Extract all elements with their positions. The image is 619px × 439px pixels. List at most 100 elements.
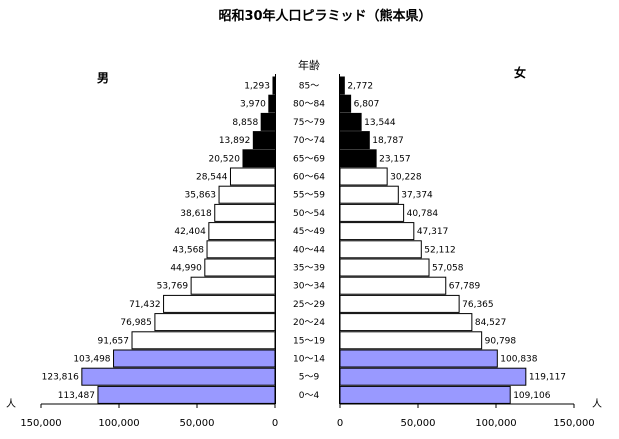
age-label: 50～54	[293, 209, 325, 219]
age-label: 80～84	[293, 100, 325, 110]
female-value-label: 109,106	[513, 391, 550, 401]
female-value-label: 52,112	[424, 245, 456, 255]
male-value-label: 3,970	[240, 100, 266, 110]
age-label: 20～24	[293, 318, 325, 328]
female-value-label: 18,787	[372, 136, 404, 146]
female-bar	[339, 185, 399, 204]
age-label: 25～29	[293, 300, 325, 310]
right-tick-label: 150,000	[553, 418, 594, 429]
male-value-label: 113,487	[58, 391, 95, 401]
female-bar	[339, 385, 511, 404]
male-bar	[268, 94, 276, 113]
right-tick-label: 0	[337, 418, 343, 429]
right-tick-label: 100,000	[475, 418, 516, 429]
female-bar	[339, 131, 370, 150]
female-bar	[339, 313, 473, 332]
age-label: 75～79	[293, 118, 325, 128]
age-label: 35～39	[293, 264, 325, 274]
age-label: 40～44	[293, 245, 325, 255]
age-label: 10～14	[293, 355, 325, 365]
left-tick-label: 0	[272, 418, 278, 429]
female-bar	[339, 149, 377, 168]
age-label: 15～19	[293, 336, 325, 346]
male-value-label: 8,858	[232, 118, 258, 128]
male-bar	[163, 294, 276, 313]
female-value-label: 23,157	[379, 154, 411, 164]
right-tick-label: 50,000	[401, 418, 436, 429]
female-bar	[339, 349, 498, 368]
male-value-label: 103,498	[73, 355, 110, 365]
male-bar	[242, 149, 276, 168]
chart-title: 昭和30年人口ピラミッド（熊本県）	[218, 8, 431, 24]
female-value-label: 119,117	[529, 373, 566, 383]
female-value-label: 37,374	[401, 191, 433, 201]
male-bar	[81, 367, 276, 386]
male-bar	[113, 349, 276, 368]
left-axis-unit: 人	[6, 398, 16, 410]
female-bar	[339, 112, 362, 131]
female-bar	[339, 294, 460, 313]
female-value-label: 2,772	[347, 82, 373, 92]
female-bar	[339, 276, 447, 295]
female-value-label: 40,784	[407, 209, 439, 219]
female-value-label: 57,058	[432, 264, 464, 274]
female-value-label: 76,365	[462, 300, 494, 310]
axes-group: 150,000 100,000 50,000 0 0 50,000 100,000 150,0…	[20, 74, 595, 429]
female-bar	[339, 222, 415, 241]
age-label: 85～	[299, 82, 319, 92]
male-bar	[260, 112, 276, 131]
age-label: 0～4	[299, 391, 320, 401]
right-axis-unit: 人	[592, 398, 602, 410]
female-bar	[339, 240, 422, 259]
male-value-label: 13,892	[219, 136, 251, 146]
male-bar	[229, 167, 276, 186]
female-value-label: 13,544	[364, 118, 396, 128]
left-tick-label: 50,000	[180, 418, 215, 429]
male-bar	[97, 385, 276, 404]
male-bar	[208, 222, 276, 241]
female-value-label: 30,228	[390, 173, 422, 183]
male-value-label: 20,520	[208, 154, 240, 164]
male-value-label: 28,544	[196, 173, 228, 183]
female-label: 女	[514, 65, 526, 80]
age-label: 5～9	[299, 373, 320, 383]
male-value-label: 35,863	[185, 191, 217, 201]
female-bar	[339, 258, 430, 277]
age-label: 60～64	[293, 173, 325, 183]
male-value-label: 71,432	[129, 300, 161, 310]
male-value-label: 42,404	[174, 227, 206, 237]
female-value-label: 100,838	[500, 355, 537, 365]
male-value-label: 1,293	[244, 82, 270, 92]
male-value-label: 123,816	[42, 373, 79, 383]
female-bar	[339, 331, 483, 350]
age-label: 30～34	[293, 282, 325, 292]
male-value-label: 76,985	[120, 318, 152, 328]
female-bar	[339, 367, 527, 386]
age-label: 70～74	[293, 136, 325, 146]
male-bar	[206, 240, 276, 259]
age-label: 65～69	[293, 154, 325, 164]
male-bar	[190, 276, 276, 295]
female-value-label: 90,798	[485, 336, 517, 346]
female-value-label: 47,317	[417, 227, 449, 237]
male-bar	[214, 203, 276, 222]
age-label: 45～49	[293, 227, 325, 237]
female-value-label: 84,527	[475, 318, 507, 328]
male-value-label: 38,618	[180, 209, 212, 219]
male-bar	[252, 131, 276, 150]
left-tick-label: 150,000	[20, 418, 61, 429]
female-bar	[339, 203, 405, 222]
male-bar	[154, 313, 276, 332]
male-value-label: 44,990	[170, 264, 202, 274]
bars-group: 85～ 1,293 2,772 80～84 3,970 6,807 75～79 8,858 13…	[42, 76, 566, 404]
male-bar	[131, 331, 276, 350]
male-label: 男	[97, 71, 109, 85]
age-header: 年齢	[298, 58, 320, 72]
male-bar	[204, 258, 276, 277]
male-value-label: 53,769	[157, 282, 189, 292]
female-value-label: 6,807	[354, 100, 380, 110]
left-tick-label: 100,000	[98, 418, 139, 429]
age-label: 55～59	[293, 191, 325, 201]
male-value-label: 91,657	[98, 336, 130, 346]
